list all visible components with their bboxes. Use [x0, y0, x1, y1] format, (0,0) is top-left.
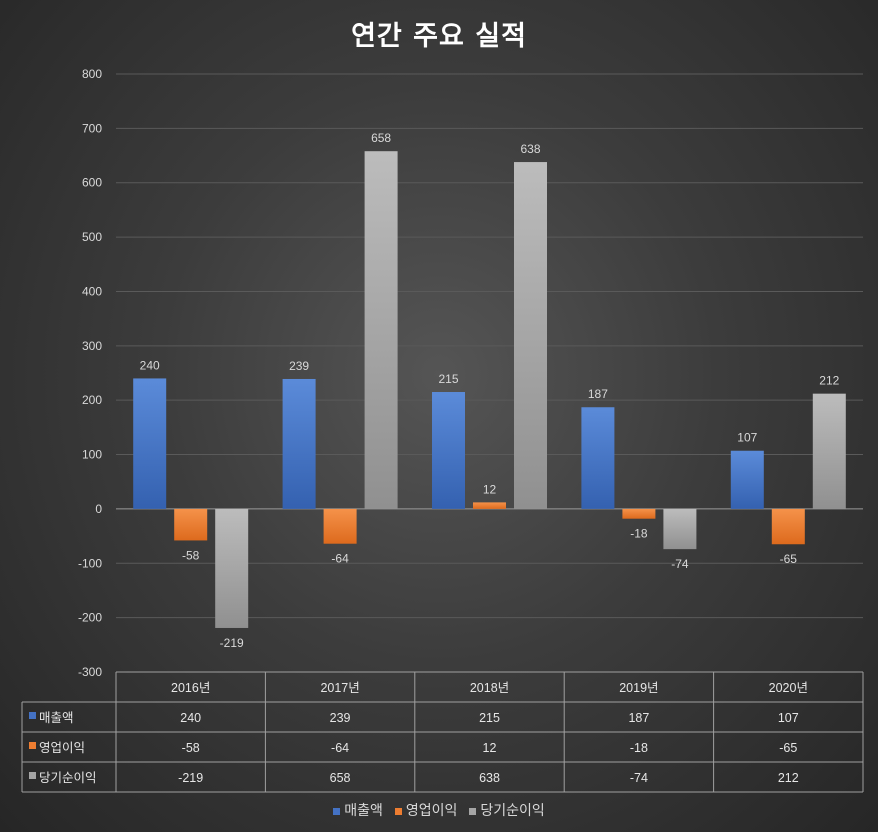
table-cell: 212	[778, 771, 799, 785]
table-cell: 215	[479, 711, 500, 725]
table-cell: -219	[178, 771, 203, 785]
table-cell: 658	[330, 771, 351, 785]
bar	[812, 393, 846, 509]
y-tick-label: -200	[78, 611, 102, 625]
data-label: 638	[520, 142, 540, 156]
table-cell: -74	[630, 771, 648, 785]
bar	[771, 508, 805, 545]
y-tick-label: 600	[82, 176, 102, 190]
bar	[323, 508, 357, 544]
chart-legend: 매출액 영업이익 당기순이익	[0, 800, 878, 820]
bar	[514, 162, 547, 509]
table-cell: -18	[630, 741, 648, 755]
y-tick-label: 0	[95, 502, 102, 516]
table-header-cell: 2019년	[619, 681, 658, 695]
data-label: 215	[438, 372, 458, 386]
y-tick-label: 400	[82, 284, 102, 298]
data-label: 658	[371, 131, 391, 145]
table-cell: 239	[330, 711, 351, 725]
table-legend-key	[29, 742, 36, 749]
y-tick-label: -100	[78, 556, 102, 570]
bar	[663, 508, 697, 550]
table-legend-key	[29, 712, 36, 719]
legend-label: 매출액	[344, 803, 383, 819]
table-header-cell: 2018년	[470, 681, 509, 695]
bar	[133, 378, 167, 509]
data-label: -18	[630, 527, 648, 541]
y-tick-label: 300	[82, 339, 102, 353]
table-header-cell: 2016년	[171, 681, 210, 695]
bar	[730, 450, 764, 509]
data-label: 239	[289, 359, 309, 373]
legend-label: 영업이익	[405, 803, 458, 819]
y-tick-label: 500	[82, 230, 102, 244]
table-legend-key	[29, 772, 36, 779]
chart-title: 연간 주요 실적	[351, 21, 527, 52]
data-label: 187	[588, 387, 608, 401]
data-label: 240	[140, 358, 160, 372]
bar	[215, 508, 249, 628]
data-label: 12	[483, 482, 497, 496]
table-cell: 240	[180, 711, 201, 725]
table-header-cell: 2020년	[769, 681, 808, 695]
y-tick-label: -300	[78, 665, 102, 679]
y-tick-label: 200	[82, 393, 102, 407]
data-label: -74	[671, 557, 689, 571]
table-series-name: 매출액	[39, 711, 74, 725]
y-tick-label: 800	[82, 67, 102, 81]
data-label: -64	[331, 552, 349, 566]
bar	[364, 151, 398, 509]
legend-label: 당기순이익	[480, 803, 545, 819]
legend-swatch	[333, 807, 341, 815]
data-label: 107	[737, 431, 757, 445]
y-tick-label: 700	[82, 121, 102, 135]
table-cell: -58	[182, 741, 200, 755]
table-cell: -64	[331, 741, 349, 755]
table-header-cell: 2017년	[320, 681, 359, 695]
table-cell: 107	[778, 711, 799, 725]
table-series-name: 영업이익	[39, 741, 85, 755]
legend-swatch	[394, 807, 402, 815]
table-cell: 187	[628, 711, 649, 725]
data-label: -219	[220, 636, 244, 650]
legend-item: 영업이익	[394, 800, 458, 820]
bar	[174, 508, 208, 541]
legend-item: 매출액	[333, 800, 383, 820]
legend-item: 당기순이익	[469, 800, 545, 820]
table-cell: 12	[483, 741, 497, 755]
bar	[282, 378, 316, 509]
table-series-name: 당기순이익	[39, 771, 97, 785]
data-label: -65	[780, 552, 798, 566]
table-cell: -65	[779, 741, 797, 755]
data-label: 212	[819, 374, 839, 388]
bar	[473, 502, 506, 509]
bar	[622, 508, 656, 519]
table-cell: 638	[479, 771, 500, 785]
legend-swatch	[469, 807, 477, 815]
y-tick-label: 100	[82, 448, 102, 462]
bar	[432, 392, 465, 509]
bar	[581, 407, 615, 509]
data-label: -58	[182, 548, 200, 562]
